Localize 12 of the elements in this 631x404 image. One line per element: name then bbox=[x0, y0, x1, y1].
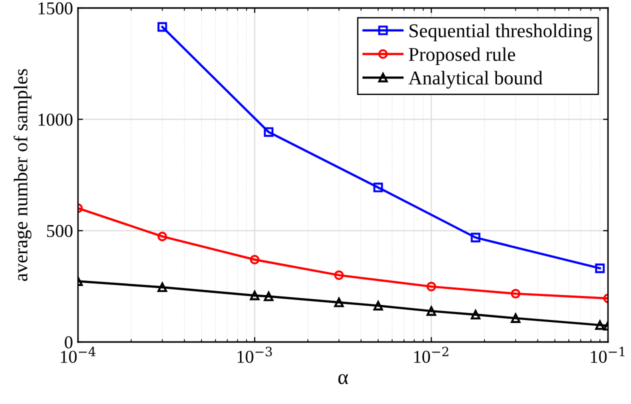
x-tick-label: 10$^{−1}$ bbox=[590, 346, 624, 363]
y-axis-title: average number of samples bbox=[14, 69, 32, 281]
legend-label: Sequential thresholding bbox=[410, 24, 592, 42]
y-tick-label: 1500 bbox=[38, 2, 72, 14]
legend-label: Proposed rule bbox=[408, 47, 516, 65]
x-axis-title: α bbox=[338, 374, 348, 384]
y-tick-label: 1000 bbox=[38, 114, 72, 126]
y-tick-label: 500 bbox=[47, 224, 72, 238]
y-tick-label: 0 bbox=[64, 336, 72, 348]
legend-label: Analytical bound bbox=[408, 70, 543, 89]
x-tick-label: 10$^{−3}$ bbox=[238, 346, 272, 363]
x-tick-label: 10$^{−2}$ bbox=[414, 346, 448, 363]
